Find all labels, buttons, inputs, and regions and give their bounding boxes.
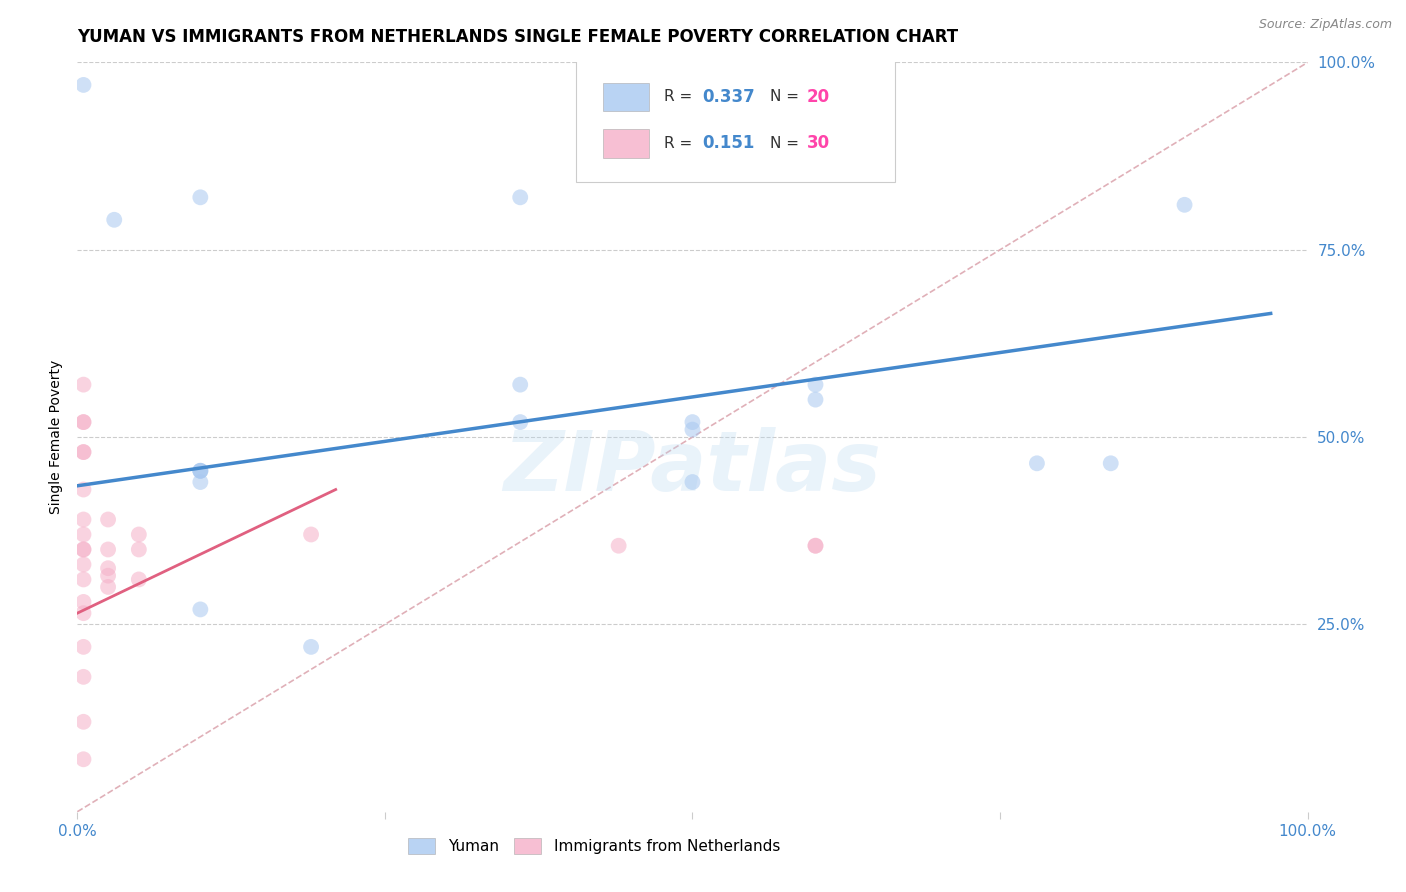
Text: 20: 20 (807, 88, 830, 106)
FancyBboxPatch shape (603, 129, 650, 158)
Point (72, 595, 94, 609)
Point (72, 752, 94, 766)
Text: YUMAN VS IMMIGRANTS FROM NETHERLANDS SINGLE FEMALE POVERTY CORRELATION CHART: YUMAN VS IMMIGRANTS FROM NETHERLANDS SIN… (77, 28, 959, 45)
Point (72, 415, 94, 429)
Point (72, 78, 94, 92)
Point (97, 512, 120, 526)
Y-axis label: Single Female Poverty: Single Female Poverty (49, 360, 63, 514)
Text: R =: R = (664, 89, 697, 104)
Point (299, 640, 322, 654)
Point (509, 190, 531, 204)
Point (1174, 198, 1197, 212)
Point (72, 714, 94, 729)
FancyBboxPatch shape (603, 83, 650, 112)
Legend: Yuman, Immigrants from Netherlands: Yuman, Immigrants from Netherlands (402, 832, 786, 860)
Point (72, 606, 94, 620)
Point (682, 423, 704, 437)
Point (188, 464, 212, 478)
FancyBboxPatch shape (575, 59, 896, 182)
Point (188, 602, 212, 616)
Point (72, 377, 94, 392)
Text: R =: R = (664, 136, 697, 151)
Point (72, 558, 94, 572)
Point (1099, 456, 1122, 470)
Point (72, 445, 94, 459)
Point (188, 475, 212, 489)
Text: 30: 30 (807, 135, 830, 153)
Text: N =: N = (770, 89, 804, 104)
Point (188, 464, 212, 478)
Text: 0.151: 0.151 (703, 135, 755, 153)
Point (299, 527, 322, 541)
Point (72, 542, 94, 557)
Point (188, 464, 212, 478)
Text: N =: N = (770, 136, 804, 151)
Point (804, 539, 827, 553)
Point (97, 542, 120, 557)
Point (188, 190, 212, 204)
Text: ZIPatlas: ZIPatlas (503, 426, 882, 508)
Text: Source: ZipAtlas.com: Source: ZipAtlas.com (1258, 18, 1392, 31)
Point (72, 415, 94, 429)
Point (72, 445, 94, 459)
Point (804, 539, 827, 553)
Point (72, 573, 94, 587)
Text: 0.337: 0.337 (703, 88, 755, 106)
Point (97, 561, 120, 575)
Point (72, 640, 94, 654)
Point (97, 580, 120, 594)
Point (72, 527, 94, 541)
Point (103, 212, 125, 227)
Point (509, 377, 531, 392)
Point (128, 542, 150, 557)
Point (682, 415, 704, 429)
Point (1026, 456, 1049, 470)
Point (607, 539, 630, 553)
Point (509, 415, 531, 429)
Point (682, 475, 704, 489)
Point (804, 377, 827, 392)
Point (804, 392, 827, 407)
Point (72, 670, 94, 684)
Point (72, 542, 94, 557)
Point (97, 568, 120, 582)
Point (72, 512, 94, 526)
Point (128, 527, 150, 541)
Point (72, 483, 94, 497)
Point (128, 573, 150, 587)
